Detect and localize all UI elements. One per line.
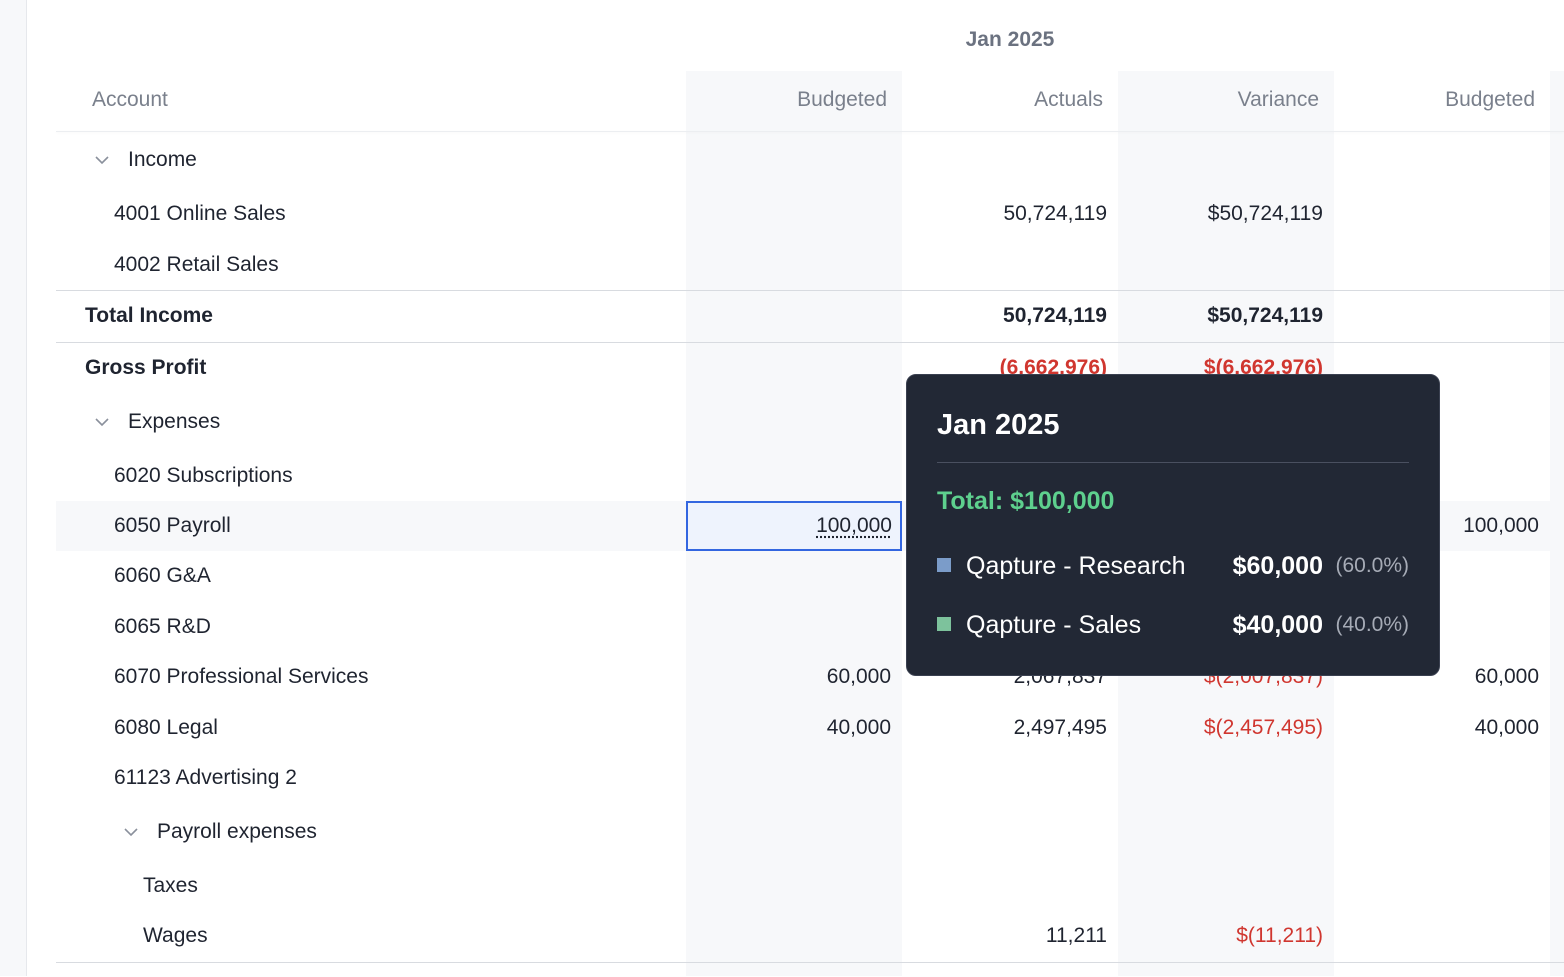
month-header: Jan 2025 (965, 28, 1055, 51)
next-budgeted-column-header[interactable]: Budgeted (1445, 88, 1535, 111)
actuals-cell[interactable]: 2,497,495 (1013, 716, 1107, 739)
table-row[interactable]: Wages 11,211 $(11,211) (56, 911, 1564, 961)
actuals-cell[interactable]: (6,662,976) (999, 356, 1107, 379)
chevron-down-icon[interactable] (92, 135, 112, 185)
account-label: Wages (143, 924, 208, 947)
account-label: 6065 R&D (114, 615, 211, 638)
account-label: 6070 Professional Services (114, 665, 369, 688)
selected-budget-cell[interactable]: 100,000 (686, 501, 902, 551)
actuals-cell[interactable]: 50,724,119 (1003, 202, 1107, 225)
account-label: 6050 Payroll (114, 514, 231, 537)
left-gutter (0, 0, 27, 976)
variance-cell[interactable]: $(2,457,495) (1203, 716, 1323, 739)
table-row[interactable]: Taxes (56, 861, 1564, 911)
tooltip-item: Qapture - Sales $40,000 (40.0%) (937, 605, 1409, 645)
tooltip-item-name: Qapture - Research (966, 552, 1186, 580)
budgeted-cell[interactable]: 40,000 (826, 716, 891, 739)
account-label: Payroll expenses (157, 820, 317, 843)
actuals-cell[interactable]: 50,724,119 (1003, 304, 1107, 327)
account-label: 4002 Retail Sales (114, 253, 279, 276)
table-row[interactable]: 61123 Advertising 2 (56, 753, 1564, 803)
table-row[interactable]: Expenses (56, 397, 1564, 447)
tooltip-item-percent: (40.0%) (1335, 613, 1409, 636)
tooltip-item-percent: (60.0%) (1335, 554, 1409, 577)
budget-breakdown-tooltip: Jan 2025 Total: $100,000 Qapture - Resea… (906, 374, 1440, 676)
table-row[interactable]: 6060 G&A (56, 551, 1564, 601)
total-row[interactable]: Gross Profit (6,662,976) $(6,662,976) (56, 342, 1564, 393)
account-label: 4001 Online Sales (114, 202, 286, 225)
budgeted-cell[interactable]: 60,000 (826, 665, 891, 688)
next-budgeted-cell[interactable]: 100,000 (1463, 514, 1539, 537)
table-row[interactable]: Payroll expenses (56, 807, 1564, 857)
account-label: 6060 G&A (114, 564, 211, 587)
actuals-column-header[interactable]: Actuals (1034, 88, 1103, 111)
total-row[interactable]: Total Income 50,724,119 $50,724,119 (56, 290, 1564, 341)
header-divider (56, 131, 1564, 132)
variance-cell[interactable]: $(6,662,976) (1203, 356, 1323, 379)
account-label: 61123 Advertising 2 (114, 766, 297, 789)
tooltip-item: Qapture - Research $60,000 (60.0%) (937, 546, 1409, 586)
selected-budget-value: 100,000 (816, 514, 892, 537)
next-budgeted-cell[interactable]: 40,000 (1474, 716, 1539, 739)
account-label: Taxes (143, 874, 198, 897)
tooltip-total: Total: $100,000 (937, 487, 1115, 515)
actuals-cell[interactable]: 11,211 (1045, 924, 1107, 947)
table-row[interactable]: 6020 Subscriptions (56, 451, 1564, 501)
budgeted-column-header[interactable]: Budgeted (797, 88, 887, 111)
next-budgeted-cell[interactable]: 60,000 (1474, 665, 1539, 688)
account-label: 6020 Subscriptions (114, 464, 293, 487)
account-label: Gross Profit (85, 356, 207, 379)
account-column-header[interactable]: Account (92, 88, 168, 111)
legend-swatch (937, 558, 951, 572)
table-row[interactable]: 4001 Online Sales 50,724,119 $50,724,119 (56, 189, 1564, 239)
tooltip-item-name: Qapture - Sales (966, 611, 1142, 639)
variance-cell[interactable]: $(11,211) (1236, 924, 1323, 947)
account-label: Income (128, 148, 197, 171)
tooltip-item-amount: $60,000 (1232, 552, 1323, 580)
variance-cell[interactable]: $50,724,119 (1207, 304, 1323, 327)
chevron-down-icon[interactable] (121, 807, 141, 857)
table-row[interactable]: 6065 R&D (56, 602, 1564, 652)
account-label: 6080 Legal (114, 716, 218, 739)
chevron-down-icon[interactable] (92, 397, 112, 447)
legend-swatch (937, 617, 951, 631)
variance-column-header[interactable]: Variance (1237, 88, 1319, 111)
tooltip-divider (937, 462, 1409, 463)
tooltip-item-amount: $40,000 (1232, 611, 1323, 639)
table-row[interactable]: Income (56, 135, 1564, 185)
account-label: Expenses (128, 410, 221, 433)
table-row[interactable]: 6080 Legal 40,000 2,497,495 $(2,457,495)… (56, 703, 1564, 753)
account-label: Total Income (85, 304, 213, 327)
bottom-divider (56, 962, 1564, 977)
tooltip-title: Jan 2025 (937, 409, 1060, 441)
table-row[interactable]: 4002 Retail Sales (56, 240, 1564, 290)
variance-cell[interactable]: $50,724,119 (1207, 202, 1323, 225)
